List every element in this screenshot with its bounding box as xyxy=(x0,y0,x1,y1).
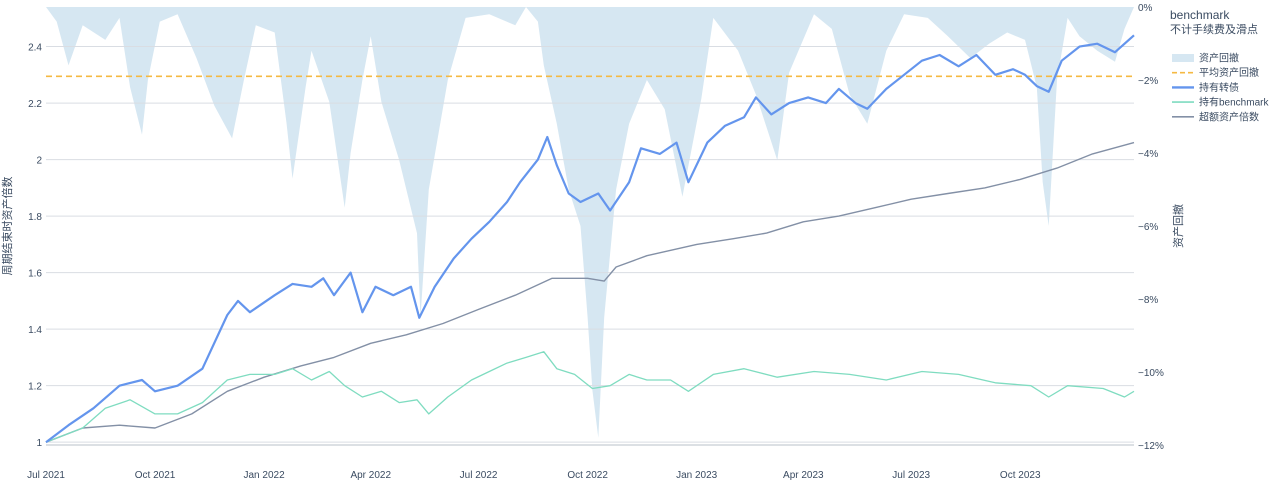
legend-item[interactable]: 持有benchmark xyxy=(1172,96,1269,109)
legend-title: benchmark xyxy=(1170,8,1230,22)
x-tick-label: Apr 2022 xyxy=(350,470,391,481)
legend-item[interactable]: 持有转债 xyxy=(1172,81,1239,94)
y-left-axis-title: 周期结束时资产倍数 xyxy=(0,177,14,276)
legend-label: 平均资产回撤 xyxy=(1199,66,1259,79)
x-tick-label: Jan 2023 xyxy=(676,470,718,481)
legend-swatch xyxy=(1172,54,1194,62)
legend-item[interactable]: 资产回撤 xyxy=(1172,52,1239,65)
excess-multiple-line[interactable] xyxy=(45,141,1135,443)
x-tick-label: Jan 2022 xyxy=(243,470,285,481)
y-left-tick-label: 2 xyxy=(36,156,42,167)
y-right-tick-label: −12% xyxy=(1138,441,1164,452)
y-left-tick-label: 1.6 xyxy=(28,269,42,280)
x-tick-label: Jul 2023 xyxy=(892,470,930,481)
y-right-tick-label: −6% xyxy=(1138,222,1158,233)
y-right-tick-label: −8% xyxy=(1138,295,1158,306)
y-right-axis-title: 资产回撤 xyxy=(1171,204,1185,248)
y-left-tick-label: 2.2 xyxy=(28,99,42,110)
y-right-tick-label: −10% xyxy=(1138,368,1164,379)
legend-label: 持有benchmark xyxy=(1199,96,1269,109)
legend-label: 资产回撤 xyxy=(1199,52,1239,65)
legend-item[interactable]: 超额资产倍数 xyxy=(1172,110,1259,123)
y-right-tick-label: −4% xyxy=(1138,149,1158,160)
grid-layer xyxy=(46,46,1134,443)
axes-layer: 1 1.2 1.4 1.6 1.8 2 2.2 2.4 0% −2% −4% −6% −8% −10% −1… xyxy=(0,3,1185,481)
legend-label: 超额资产倍数 xyxy=(1199,110,1259,123)
y-left-tick-label: 1.2 xyxy=(28,382,42,393)
legend-label: 持有转债 xyxy=(1199,81,1239,94)
drawdown-area-layer xyxy=(46,7,1134,438)
x-tick-label: Jul 2021 xyxy=(27,470,65,481)
y-left-tick-label: 1 xyxy=(36,438,42,449)
y-left-tick-label: 2.4 xyxy=(28,43,42,54)
benchmark-line[interactable] xyxy=(45,351,1135,443)
legend-subtitle: 不计手续费及滑点 xyxy=(1170,22,1258,36)
convertible-line[interactable] xyxy=(45,34,1135,444)
legend-item[interactable]: 平均资产回撤 xyxy=(1172,66,1259,79)
series-lines-layer xyxy=(45,34,1135,444)
y-left-tick-label: 1.8 xyxy=(28,212,42,223)
y-left-tick-label: 1.4 xyxy=(28,325,42,336)
x-tick-label: Jul 2022 xyxy=(460,470,498,481)
y-right-tick-label: −2% xyxy=(1138,76,1158,87)
x-tick-label: Oct 2023 xyxy=(1000,470,1041,481)
x-tick-label: Apr 2023 xyxy=(783,470,824,481)
legend[interactable]: benchmark不计手续费及滑点资产回撤平均资产回撤持有转债持有benchma… xyxy=(1170,8,1269,123)
drawdown-area xyxy=(46,7,1134,438)
x-tick-label: Oct 2022 xyxy=(567,470,608,481)
x-tick-label: Oct 2021 xyxy=(135,470,176,481)
y-right-tick-label: 0% xyxy=(1138,3,1153,14)
